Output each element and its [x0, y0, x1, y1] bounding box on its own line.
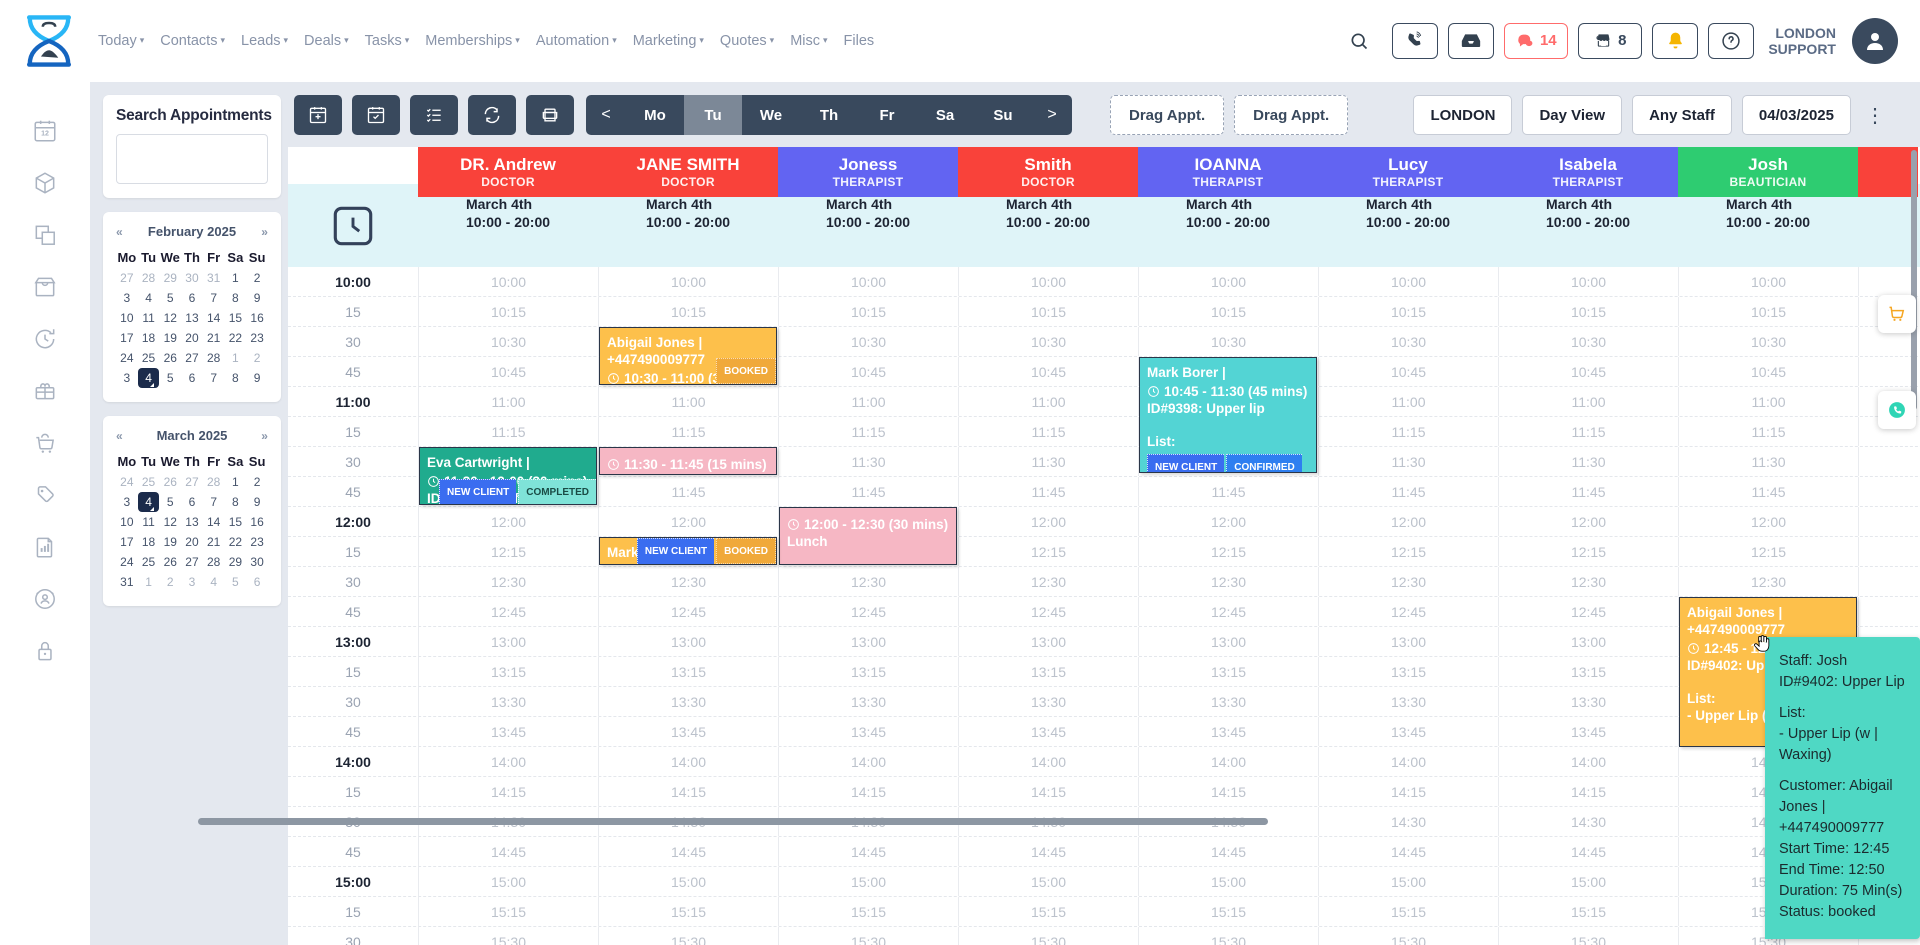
svg-text:12: 12: [41, 130, 49, 137]
